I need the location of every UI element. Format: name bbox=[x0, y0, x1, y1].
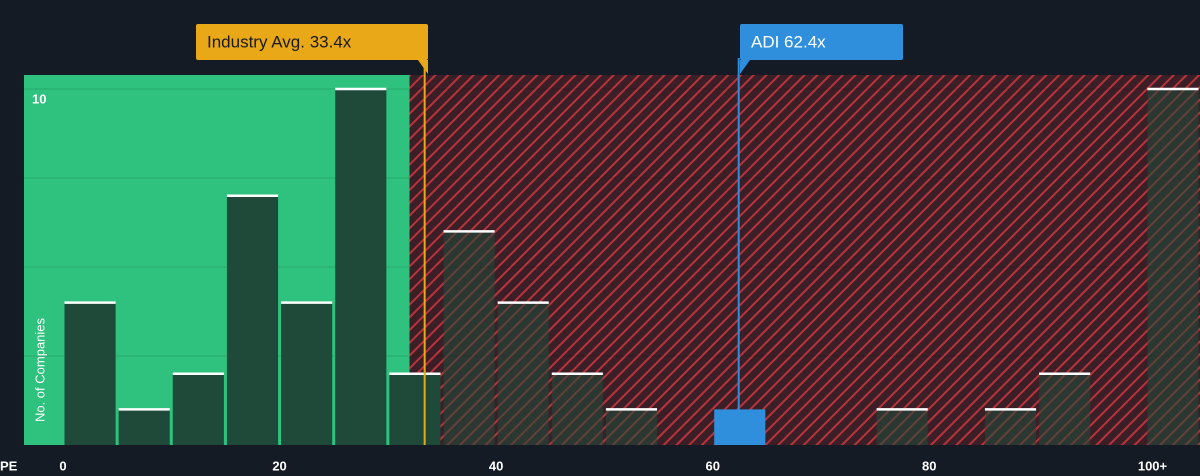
annotation-text: ADI 62.4x bbox=[751, 32, 826, 51]
bar bbox=[984, 409, 1037, 445]
annotation-text: Industry Avg. 33.4x bbox=[207, 32, 352, 51]
bar bbox=[443, 231, 495, 445]
bar bbox=[281, 302, 333, 445]
bar bbox=[1039, 373, 1091, 445]
bars bbox=[64, 87, 1199, 445]
x-axis-label: PE bbox=[0, 458, 18, 473]
bar bbox=[226, 195, 279, 445]
bar bbox=[335, 89, 387, 445]
annotation-pointer bbox=[418, 60, 428, 74]
annotation-box bbox=[196, 24, 428, 60]
bar bbox=[1147, 89, 1199, 445]
bar bbox=[876, 409, 928, 445]
annotation-box bbox=[740, 24, 903, 60]
x-tick-label: 80 bbox=[922, 458, 936, 473]
x-tick-label: 100+ bbox=[1138, 458, 1168, 473]
bar bbox=[605, 409, 658, 445]
x-tick-label: 20 bbox=[272, 458, 286, 473]
bar bbox=[551, 373, 603, 445]
bar bbox=[172, 373, 224, 445]
y-axis-label: No. of Companies bbox=[32, 317, 47, 422]
y-tick-label: 10 bbox=[32, 91, 46, 106]
axes: 10 No. of Companies PE 0 20 40 60 80 100+ bbox=[0, 91, 1168, 473]
x-tick-label: 60 bbox=[705, 458, 719, 473]
bar bbox=[714, 409, 766, 445]
bar bbox=[497, 302, 549, 445]
grid bbox=[24, 88, 1200, 357]
annotations: Industry Avg. 33.4x ADI 62.4x bbox=[196, 24, 903, 445]
bar bbox=[64, 302, 116, 445]
bar bbox=[118, 409, 170, 445]
bar bbox=[389, 373, 441, 445]
x-tick-label: 40 bbox=[489, 458, 503, 473]
x-tick-label: 0 bbox=[59, 458, 66, 473]
annotation-pointer bbox=[740, 60, 750, 74]
